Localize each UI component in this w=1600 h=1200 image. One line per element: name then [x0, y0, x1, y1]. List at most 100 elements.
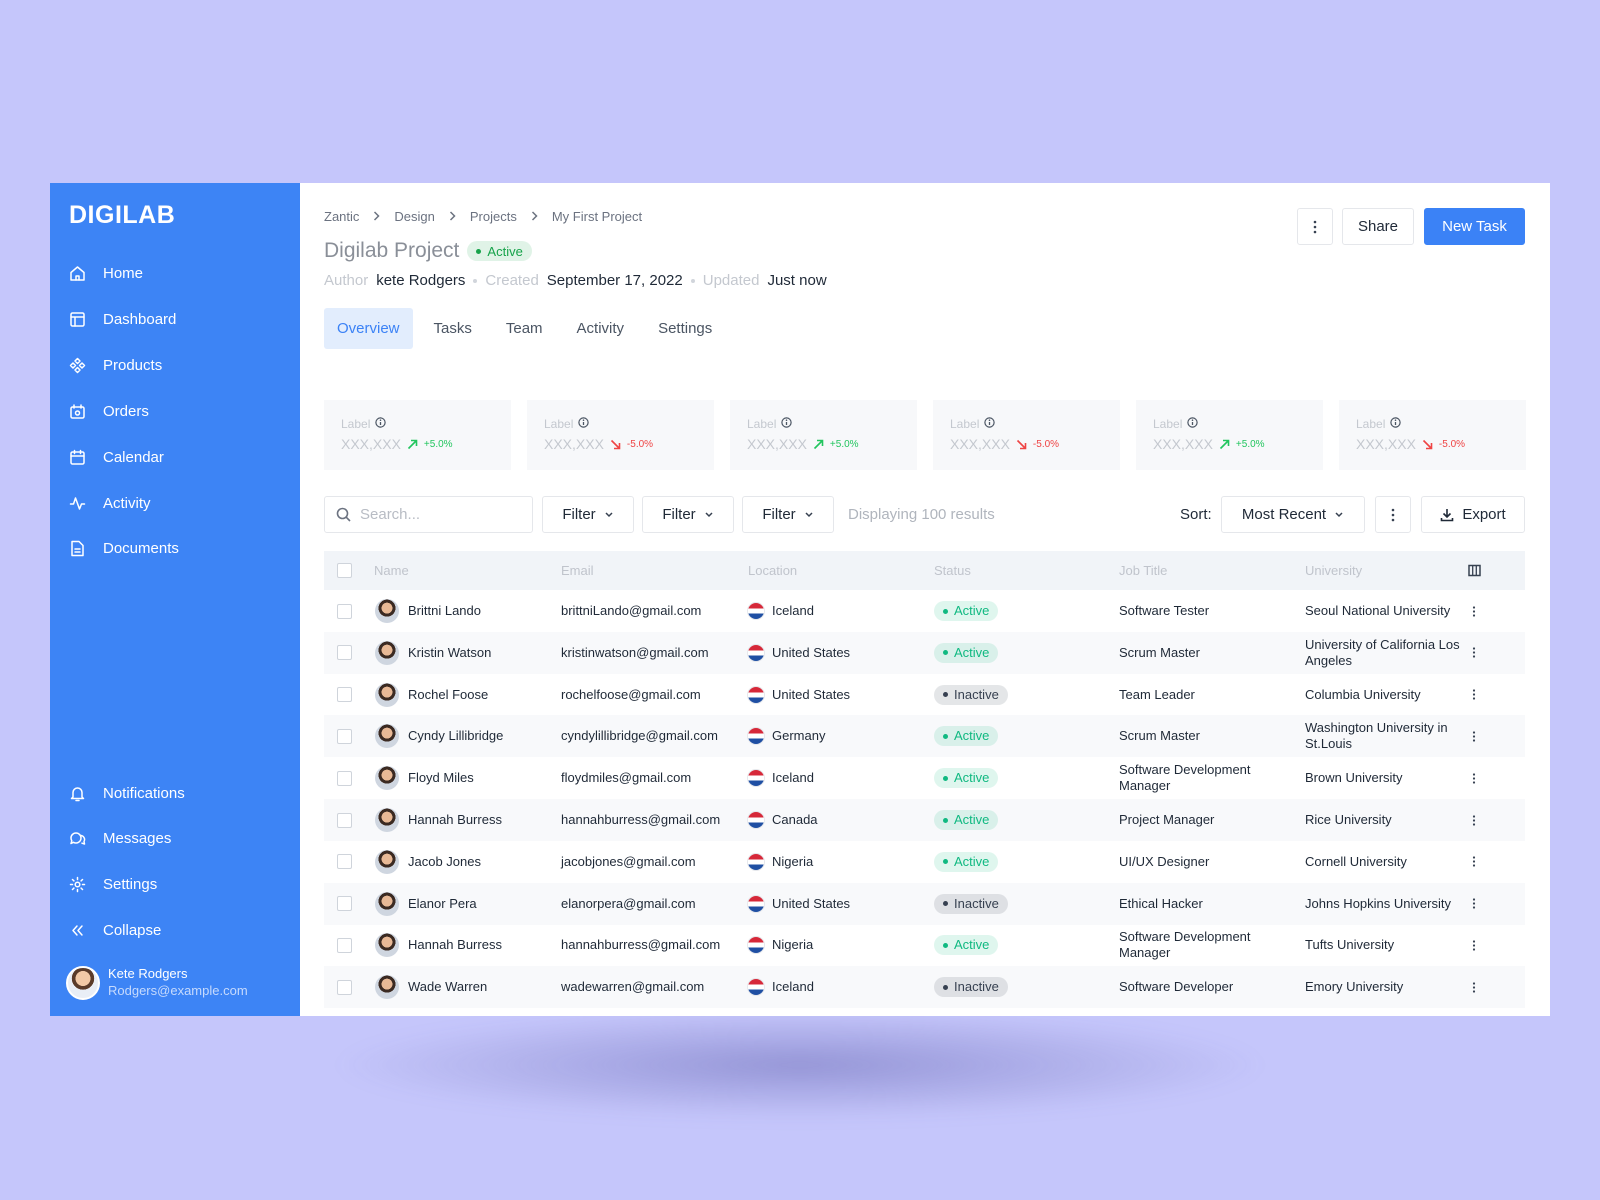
row-menu[interactable] — [1468, 883, 1480, 925]
row-checkbox[interactable] — [337, 590, 352, 632]
job-title: Software Tester — [1119, 603, 1210, 618]
row-menu[interactable] — [1468, 799, 1480, 841]
nav-item[interactable]: Products — [69, 348, 281, 382]
checkbox-box[interactable] — [337, 728, 352, 744]
checkbox-box[interactable] — [337, 603, 352, 619]
icon — [70, 403, 85, 419]
checkbox[interactable] — [337, 551, 352, 590]
row-menu[interactable] — [1468, 757, 1480, 799]
job-title: Software Developer — [1119, 979, 1234, 995]
more-button[interactable] — [1297, 208, 1333, 245]
search-box[interactable]: Search... — [324, 496, 533, 533]
sort-select[interactable]: Most Recent — [1221, 496, 1365, 533]
info-icon — [578, 417, 590, 431]
chevron — [704, 511, 714, 518]
job-title: Scrum Master — [1119, 644, 1200, 660]
checkbox-box[interactable] — [337, 979, 352, 995]
nav-item[interactable]: Dashboard — [69, 302, 281, 336]
row-checkbox[interactable] — [337, 632, 352, 674]
row-menu[interactable] — [1468, 632, 1480, 674]
nav-item[interactable]: Activity — [69, 486, 281, 520]
nav-item[interactable]: Home — [69, 257, 281, 291]
column-header[interactable]: University — [1305, 562, 1363, 578]
stat-change: -5.0% — [1438, 438, 1466, 450]
nav-label: Home — [103, 265, 144, 282]
nav-item[interactable]: Settings — [69, 868, 281, 902]
avatar-image — [375, 891, 399, 916]
logo[interactable]: DIGILAB — [69, 201, 176, 229]
avatar-image — [375, 766, 399, 791]
row-checkbox[interactable] — [337, 924, 352, 966]
kebab-icon — [1472, 940, 1476, 951]
icon — [69, 357, 86, 374]
breadcrumb-item[interactable]: Design — [394, 209, 435, 224]
flag-icon — [748, 644, 764, 661]
nav-item[interactable]: Messages — [69, 822, 281, 856]
status-cell: Active — [934, 841, 999, 883]
nav-item[interactable]: Orders — [69, 394, 281, 428]
export-button[interactable]: Export — [1421, 496, 1525, 533]
more-button[interactable] — [1375, 496, 1411, 533]
columns-icon — [1468, 564, 1481, 577]
checkbox-box[interactable] — [337, 937, 352, 953]
row-menu[interactable] — [1468, 715, 1480, 757]
filter-button[interactable]: Filter — [642, 496, 734, 533]
share-button[interactable]: Share — [1342, 208, 1414, 245]
filter-button[interactable]: Filter — [742, 496, 834, 533]
nav-label: Activity — [103, 494, 151, 512]
column-header[interactable]: Name — [374, 562, 409, 578]
breadcrumb-item[interactable]: Projects — [469, 209, 517, 224]
checkbox-box[interactable] — [337, 896, 352, 912]
row-menu[interactable] — [1468, 674, 1480, 716]
breadcrumb-item[interactable]: My First Project — [551, 209, 643, 224]
name: Hannah Burress — [408, 812, 502, 827]
row-checkbox[interactable] — [337, 674, 352, 716]
checkbox-box[interactable] — [337, 645, 352, 661]
column-header[interactable]: Location — [748, 562, 798, 578]
nav-item[interactable]: Documents — [69, 532, 281, 566]
row-checkbox[interactable] — [337, 883, 352, 925]
university: Johns Hopkins University — [1305, 895, 1451, 911]
filter-label: Filter — [662, 506, 696, 523]
location: Iceland — [772, 979, 814, 995]
column-header[interactable]: Job Title — [1119, 562, 1168, 578]
checkbox-box[interactable] — [337, 563, 352, 578]
filter-button[interactable]: Filter — [542, 496, 634, 533]
row-checkbox[interactable] — [337, 966, 352, 1008]
checkbox-box[interactable] — [337, 687, 352, 703]
column-header[interactable]: Status — [934, 562, 971, 578]
job-title: Scrum Master — [1119, 728, 1200, 744]
row-checkbox[interactable] — [337, 757, 352, 799]
breadcrumb-item[interactable]: Zantic — [324, 209, 360, 224]
row-checkbox[interactable] — [337, 799, 352, 841]
tab[interactable]: Team — [505, 320, 543, 337]
row-menu[interactable] — [1468, 590, 1480, 632]
trend-arrow — [1016, 439, 1027, 450]
avatar — [375, 590, 399, 632]
columns-button[interactable] — [1468, 551, 1481, 590]
user-avatar[interactable] — [66, 966, 100, 1000]
column-header[interactable]: Email — [561, 562, 594, 578]
chevron-right — [531, 211, 538, 221]
checkbox-box[interactable] — [337, 812, 352, 828]
nav-item[interactable]: Notifications — [69, 776, 281, 810]
info-icon — [578, 417, 590, 428]
new-task-button[interactable]: New Task — [1424, 208, 1525, 245]
tab[interactable]: Settings — [658, 320, 713, 337]
row-menu[interactable] — [1468, 841, 1480, 883]
checkbox-box[interactable] — [337, 854, 352, 870]
tab[interactable]: Overview — [324, 308, 413, 349]
info-icon — [1390, 417, 1402, 431]
tab[interactable]: Activity — [576, 320, 625, 337]
info-icon — [781, 417, 793, 431]
nav-item[interactable]: Calendar — [69, 440, 281, 474]
row-menu[interactable] — [1468, 966, 1480, 1008]
tab[interactable]: Tasks — [433, 320, 472, 337]
nav-item[interactable]: Collapse — [69, 914, 281, 948]
stat-change: +5.0% — [1235, 438, 1265, 450]
row-checkbox[interactable] — [337, 715, 352, 757]
row-menu[interactable] — [1468, 924, 1480, 966]
row-checkbox[interactable] — [337, 841, 352, 883]
checkbox-box[interactable] — [337, 770, 352, 786]
